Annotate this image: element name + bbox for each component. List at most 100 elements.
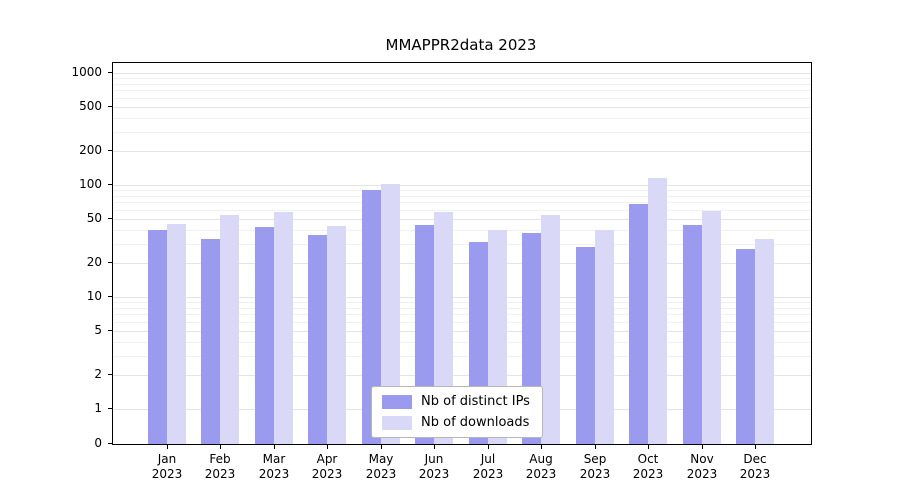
y-axis-tick-mark [108,443,113,444]
y-axis-tick-mark [108,296,113,297]
minor-gridline [113,230,811,231]
bar-distinct-ips [576,247,595,444]
legend-swatch-distinct-ips [382,394,412,409]
major-gridline [113,219,811,220]
minor-gridline [113,202,811,203]
y-axis-tick-label: 50 [86,211,102,225]
major-gridline [113,107,811,108]
minor-gridline [113,98,811,99]
plot-area: Nb of distinct IPs Nb of downloads [112,62,812,445]
y-axis-tick-label: 5 [94,323,102,337]
minor-gridline [113,210,811,211]
y-axis-tick-mark [108,262,113,263]
y-axis-tick-mark [108,72,113,73]
x-axis-tick-label: Sep 2023 [579,452,611,481]
y-axis-tick-label: 1 [94,401,102,415]
legend: Nb of distinct IPs Nb of downloads [371,386,543,438]
y-axis-tick-label: 100 [79,177,102,191]
x-axis-tick-label: Oct 2023 [632,452,664,481]
minor-gridline [113,90,811,91]
x-axis-tick-mark [648,444,649,449]
bar-downloads [220,215,239,444]
x-axis-tick-mark [702,444,703,449]
x-axis-tick-label: May 2023 [365,452,397,481]
bar-downloads [755,239,774,444]
minor-gridline [113,78,811,79]
bar-distinct-ips [148,230,167,444]
major-gridline [113,331,811,332]
major-gridline [113,73,811,74]
x-axis-tick-mark [541,444,542,449]
major-gridline [113,151,811,152]
y-axis-tick-mark [108,408,113,409]
x-axis-tick-mark [755,444,756,449]
bar-downloads [381,184,400,444]
minor-gridline [113,322,811,323]
x-axis-tick-label: Aug 2023 [525,452,557,481]
bar-distinct-ips [736,249,755,444]
y-axis-tick-mark [108,330,113,331]
bar-downloads [274,212,293,444]
legend-entry-distinct-ips: Nb of distinct IPs [382,394,530,409]
bar-downloads [702,211,721,444]
x-axis-tick-label: Mar 2023 [258,452,290,481]
x-axis-tick-mark [327,444,328,449]
y-axis-tick-mark [108,218,113,219]
bar-downloads [327,226,346,444]
x-axis-tick-mark [167,444,168,449]
bar-distinct-ips [683,225,702,444]
minor-gridline [113,84,811,85]
bar-downloads [541,215,560,444]
x-axis-tick-mark [220,444,221,449]
bar-distinct-ips [255,227,274,444]
minor-gridline [113,244,811,245]
y-axis-tick-mark [108,106,113,107]
x-axis-tick-label: Apr 2023 [311,452,343,481]
minor-gridline [113,356,811,357]
y-axis-tick-label: 2 [94,367,102,381]
y-axis-tick-label: 200 [79,143,102,157]
y-axis-tick-label: 10 [86,289,102,303]
minor-gridline [113,308,811,309]
y-axis-tick-label: 1000 [71,65,102,79]
x-axis-tick-label: Jun 2023 [418,452,450,481]
x-axis-tick-label: Nov 2023 [686,452,718,481]
minor-gridline [113,196,811,197]
y-axis-tick-mark [108,184,113,185]
major-gridline [113,263,811,264]
bar-distinct-ips [362,190,381,444]
x-axis-tick-mark [274,444,275,449]
bar-downloads [595,230,614,444]
legend-label-distinct-ips: Nb of distinct IPs [421,394,530,409]
legend-swatch-downloads [382,415,412,430]
bar-distinct-ips [201,239,220,444]
chart-title: MMAPPR2data 2023 [385,36,537,54]
y-axis-tick-mark [108,374,113,375]
bar-downloads [167,224,186,444]
minor-gridline [113,132,811,133]
minor-gridline [113,302,811,303]
y-axis-tick-label: 500 [79,99,102,113]
x-axis-tick-label: Feb 2023 [204,452,236,481]
bar-downloads [648,178,667,444]
x-axis-tick-label: Dec 2023 [739,452,771,481]
minor-gridline [113,342,811,343]
y-axis-tick-mark [108,150,113,151]
x-axis-tick-mark [488,444,489,449]
major-gridline [113,375,811,376]
minor-gridline [113,314,811,315]
y-axis-tick-label: 20 [86,255,102,269]
bar-distinct-ips [629,204,648,444]
major-gridline [113,185,811,186]
x-axis-tick-label: Jan 2023 [151,452,183,481]
minor-gridline [113,190,811,191]
bar-distinct-ips [308,235,327,444]
x-axis-tick-mark [595,444,596,449]
x-axis-tick-mark [381,444,382,449]
x-axis-tick-mark [434,444,435,449]
y-axis-tick-label: 0 [94,436,102,450]
legend-entry-downloads: Nb of downloads [382,415,530,430]
x-axis-tick-label: Jul 2023 [472,452,504,481]
legend-label-downloads: Nb of downloads [421,415,530,430]
